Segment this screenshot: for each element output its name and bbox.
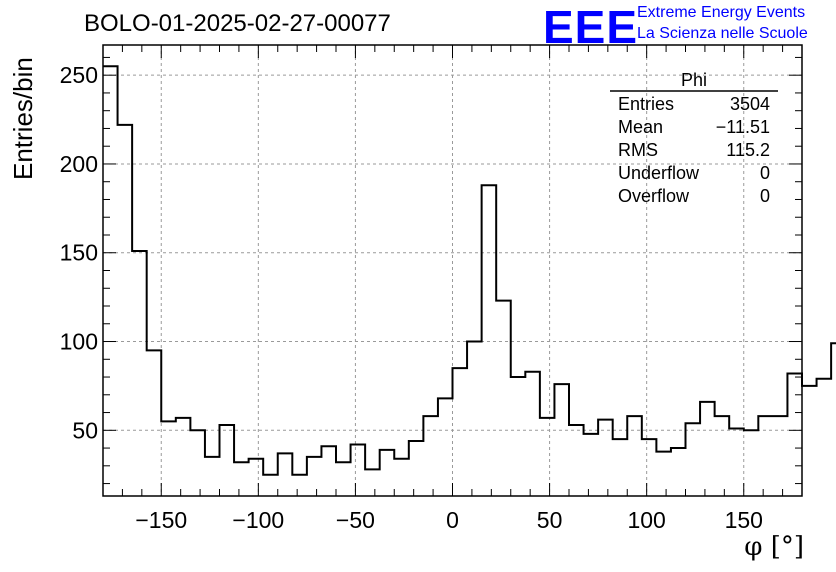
tick-label-layer: −150 −100 −50 0 50 100 150 50 100 150 200 250 <box>60 62 763 533</box>
histogram-bin <box>394 459 409 496</box>
stats-label: Mean <box>618 117 663 137</box>
logo-subtitle-line1: Extreme Energy Events <box>637 4 806 21</box>
histogram-bin <box>482 185 497 496</box>
histogram-bin <box>147 350 162 496</box>
histogram-bin <box>656 452 671 496</box>
histogram-bin <box>263 475 278 496</box>
x-axis-label: φ [°] <box>744 532 804 562</box>
histogram-bin <box>176 418 191 496</box>
tick-layer <box>102 45 803 496</box>
histogram-bin <box>525 372 540 496</box>
histogram-bin <box>598 420 613 496</box>
stats-value: 0 <box>760 186 770 206</box>
histogram-bin <box>511 377 526 496</box>
stats-title: Phi <box>681 70 707 90</box>
histogram-bin <box>758 416 773 496</box>
stats-value: −11.51 <box>716 117 770 137</box>
x-tick-label: 150 <box>725 507 763 533</box>
histogram-bin <box>205 457 220 496</box>
histogram-bin <box>234 462 249 496</box>
x-tick-label: 100 <box>627 507 665 533</box>
histogram-bin <box>584 434 599 496</box>
histogram-bin <box>700 402 715 496</box>
histogram-bin <box>380 450 395 496</box>
run-title: BOLO-01-2025-02-27-00077 <box>84 10 391 37</box>
histogram-bin <box>292 475 307 496</box>
histogram-bin <box>613 439 628 496</box>
histogram-bin <box>423 416 438 496</box>
stats-label: Overflow <box>618 186 690 206</box>
x-tick-label: −150 <box>135 507 187 533</box>
histogram-bin <box>642 439 657 496</box>
stats-label: Underflow <box>618 163 700 183</box>
histogram-bin <box>249 459 264 496</box>
stats-label: RMS <box>618 140 658 160</box>
histogram-bin <box>365 469 380 496</box>
histogram-bin <box>686 423 701 496</box>
histogram-bin <box>132 251 147 496</box>
y-tick-label: 250 <box>60 62 98 88</box>
eee-logo: EEE <box>543 1 639 53</box>
stats-value: 3504 <box>730 94 770 114</box>
stats-box: Phi Entries 3504 Mean −11.51 RMS 115.2 Underflo… <box>610 70 778 206</box>
histogram-bin <box>744 430 759 496</box>
histogram-bin <box>554 384 569 496</box>
histogram-bin <box>161 421 176 496</box>
histogram-bin <box>409 441 424 496</box>
histogram-bin <box>787 373 802 496</box>
histogram-bin <box>496 301 511 496</box>
histogram-bin <box>321 446 336 496</box>
histogram-bin <box>773 416 788 496</box>
y-tick-label: 50 <box>72 417 98 443</box>
histogram-bin <box>817 379 832 496</box>
stats-label: Entries <box>618 94 674 114</box>
x-tick-label: −100 <box>232 507 284 533</box>
histogram-bin <box>569 425 584 496</box>
stats-value: 115.2 <box>726 140 770 160</box>
histogram-bin <box>453 368 468 496</box>
stats-value: 0 <box>760 163 770 183</box>
histogram-bin <box>729 429 744 496</box>
histogram-outline <box>103 65 836 476</box>
y-tick-label: 200 <box>60 151 98 177</box>
histogram-bin <box>715 416 730 496</box>
histogram-bin <box>467 342 482 496</box>
x-tick-label: −50 <box>336 507 375 533</box>
histogram-bin <box>190 430 205 496</box>
histogram-bin <box>671 448 686 496</box>
histogram-bin <box>351 445 366 496</box>
logo-subtitle-line2: La Scienza nelle Scuole <box>637 25 808 42</box>
histogram-bin <box>336 462 351 496</box>
histogram-bin <box>118 125 133 496</box>
x-tick-label: 0 <box>446 507 459 533</box>
histogram-bin <box>278 453 293 496</box>
histogram-layer <box>103 65 836 496</box>
histogram-bin <box>540 418 555 496</box>
histogram-bin <box>627 416 642 496</box>
histogram-bin <box>220 425 235 496</box>
y-tick-label: 150 <box>60 240 98 266</box>
y-tick-label: 100 <box>60 329 98 355</box>
x-tick-label: 50 <box>537 507 563 533</box>
histogram-bin <box>802 386 817 496</box>
histogram-bin <box>307 457 322 496</box>
histogram-bin <box>438 398 453 496</box>
y-axis-label: Entries/bin <box>8 57 38 180</box>
histogram-bin <box>103 66 118 496</box>
